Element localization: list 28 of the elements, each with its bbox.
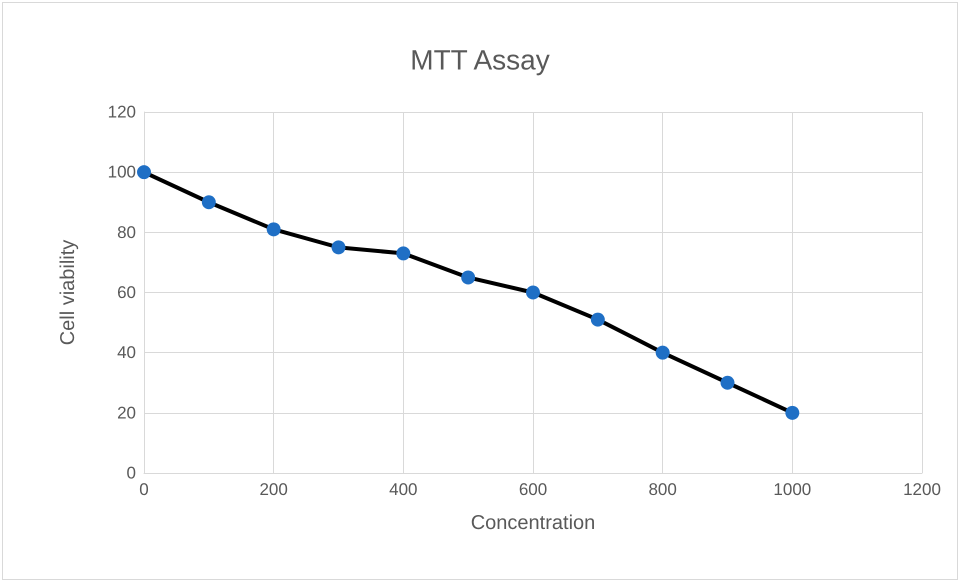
x-tick-label: 0 <box>139 480 149 499</box>
x-tick-label: 1200 <box>903 480 941 499</box>
y-tick-label: 80 <box>117 222 136 242</box>
x-tick-label: 200 <box>259 480 288 499</box>
point <box>266 222 281 236</box>
y-tick-label: 0 <box>126 464 136 482</box>
point <box>720 376 734 390</box>
point <box>590 312 605 327</box>
x-tick-label: 400 <box>389 480 418 499</box>
x-tick-label: 600 <box>518 480 548 499</box>
y-tick-label: 20 <box>117 403 136 422</box>
x-tick-label: 800 <box>648 480 677 499</box>
point <box>656 346 670 360</box>
point <box>526 286 540 300</box>
y-tick-label: 100 <box>108 162 136 182</box>
x-axis-title: Concentration <box>470 512 596 534</box>
point <box>137 165 151 180</box>
point <box>202 195 216 210</box>
y-axis-title: Cell viability <box>57 240 79 346</box>
point <box>396 246 410 260</box>
y-tick-label: 60 <box>117 283 136 302</box>
chart-title: MTT Assay <box>410 44 550 76</box>
point <box>461 270 476 284</box>
y-tick-label: 40 <box>117 343 136 362</box>
y-tick-label: 120 <box>108 102 136 122</box>
point <box>332 240 346 254</box>
point <box>785 406 800 420</box>
x-tick-label: 1000 <box>773 480 812 499</box>
